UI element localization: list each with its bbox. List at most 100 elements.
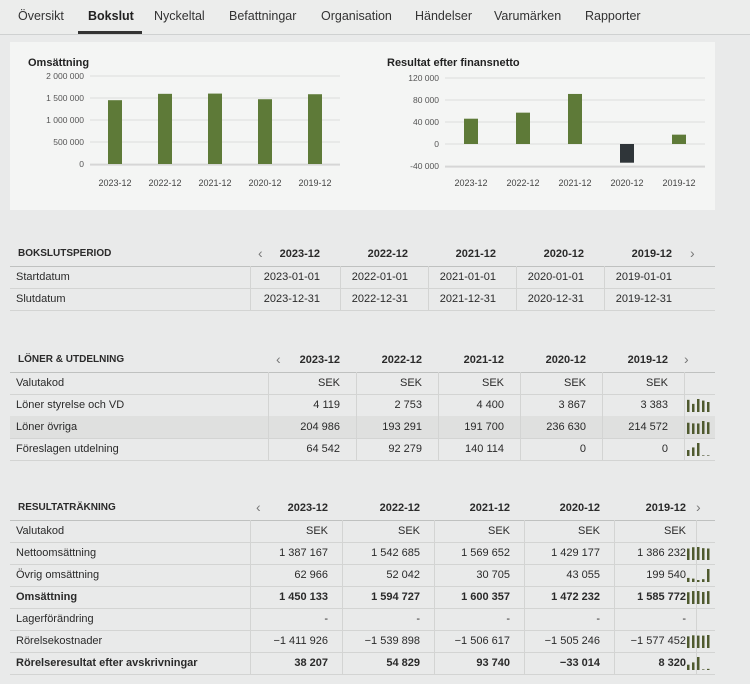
year-header: 2019-12 (645, 502, 686, 514)
column-divider (250, 564, 251, 586)
y-tick-label: 120 000 (408, 73, 439, 83)
next-period-icon[interactable]: › (696, 499, 701, 515)
sparkline-icon[interactable] (685, 546, 711, 560)
column-divider (524, 608, 525, 630)
cell-value: 38 207 (294, 657, 328, 669)
cell-value: 140 114 (465, 443, 504, 455)
prev-period-icon[interactable]: ‹ (256, 499, 261, 515)
next-period-icon[interactable]: › (684, 351, 689, 367)
column-divider (342, 652, 343, 674)
column-divider (684, 438, 685, 460)
year-header: 2019-12 (627, 354, 668, 366)
cell-value: - (324, 613, 328, 625)
sparkline-bar (707, 455, 710, 456)
column-divider (516, 288, 517, 310)
column-divider (434, 520, 435, 542)
sparkline-icon[interactable] (685, 420, 711, 434)
next-period-icon[interactable]: › (690, 245, 695, 261)
sparkline-bar (707, 635, 710, 648)
column-divider (268, 438, 269, 460)
column-divider (434, 608, 435, 630)
column-divider (524, 586, 525, 608)
tab-översikt[interactable]: Översikt (18, 9, 64, 23)
row-label: Valutakod (16, 525, 65, 537)
column-divider (696, 608, 697, 630)
row-label: Löner styrelse och VD (16, 399, 125, 411)
tab-händelser[interactable]: Händelser (415, 9, 472, 23)
column-divider (428, 266, 429, 288)
sparkline-icon[interactable] (685, 590, 711, 604)
column-divider (268, 372, 269, 394)
sparkline-icon[interactable] (685, 442, 711, 456)
column-divider (524, 564, 525, 586)
column-divider (696, 652, 697, 674)
x-tick-label: 2022-12 (506, 178, 539, 188)
cell-value: 2021-01-01 (439, 271, 496, 283)
cell-value: 1 600 357 (461, 591, 510, 603)
sparkline-bar (702, 455, 705, 456)
sparkline-bar (687, 636, 690, 648)
y-tick-label: 1 500 000 (46, 93, 84, 103)
sparkline-icon[interactable] (685, 634, 711, 648)
cell-value: 2020-12-31 (527, 293, 584, 305)
column-divider (250, 288, 251, 310)
column-divider (434, 542, 435, 564)
sparkline-bar (702, 400, 705, 412)
table-row: Föreslagen utdelning 64 542 92 279 140 114 0… (10, 438, 715, 461)
column-divider (614, 608, 615, 630)
sparkline-bar (692, 403, 695, 412)
tab-rapporter[interactable]: Rapporter (585, 9, 641, 23)
cell-value: 2019-01-01 (615, 271, 672, 283)
cell-value: 1 569 652 (461, 547, 510, 559)
sparkline-icon[interactable] (685, 656, 711, 670)
tab-bokslut[interactable]: Bokslut (88, 9, 134, 23)
row-label: Rörelsekostnader (16, 635, 103, 647)
sparkline-icon[interactable] (685, 568, 711, 582)
table-row: Slutdatum 2023-12-31 2022-12-31 2021-12-31 2… (10, 288, 715, 311)
tab-befattningar[interactable]: Befattningar (229, 9, 297, 23)
bar-2021-12 (208, 93, 222, 164)
cell-value: 62 966 (294, 569, 328, 581)
column-divider (520, 394, 521, 416)
sparkline-icon[interactable] (685, 398, 711, 412)
sparkline-bar (702, 421, 705, 434)
x-tick-label: 2022-12 (148, 178, 181, 188)
sparkline-bar (702, 635, 705, 648)
cell-value: 0 (661, 443, 668, 455)
cell-value: - (682, 613, 686, 625)
column-divider (342, 564, 343, 586)
bar-2023-12 (108, 100, 122, 164)
column-divider (520, 438, 521, 460)
column-divider (356, 394, 357, 416)
tab-varumärken[interactable]: Varumärken (494, 9, 562, 23)
column-divider (684, 394, 685, 416)
sparkline-bar (687, 450, 690, 456)
sparkline-bar (707, 591, 710, 604)
sparkline-bar (702, 592, 705, 604)
cell-value: 2022-01-01 (351, 271, 408, 283)
tab-organisation[interactable]: Organisation (321, 9, 392, 23)
cell-value: 3 867 (558, 399, 586, 411)
cell-value: 199 540 (646, 569, 686, 581)
prev-period-icon[interactable]: ‹ (258, 245, 263, 261)
column-divider (250, 608, 251, 630)
column-divider (342, 520, 343, 542)
section-title: LÖNER & UTDELNING (18, 354, 125, 365)
cell-value: −1 577 452 (630, 635, 686, 647)
section-title: RESULTATRÄKNING (18, 502, 116, 513)
cell-value: 2019-12-31 (615, 293, 672, 305)
cell-value: SEK (481, 377, 504, 389)
column-divider (356, 438, 357, 460)
bar-2019-12 (308, 94, 322, 164)
year-header: 2022-12 (379, 502, 420, 514)
column-divider (604, 266, 605, 288)
cell-value: 2023-01-01 (263, 271, 320, 283)
column-divider (602, 416, 603, 438)
column-divider (342, 586, 343, 608)
cell-value: SEK (397, 525, 420, 537)
column-divider (520, 372, 521, 394)
chart-title: Omsättning (28, 57, 89, 69)
tab-nyckeltal[interactable]: Nyckeltal (154, 9, 205, 23)
sparkline-bar (707, 668, 710, 670)
prev-period-icon[interactable]: ‹ (276, 351, 281, 367)
